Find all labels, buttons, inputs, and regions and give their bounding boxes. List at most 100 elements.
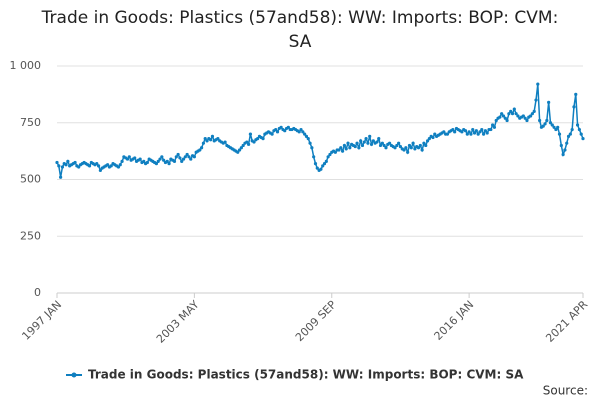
point xyxy=(73,160,77,165)
point xyxy=(498,115,502,119)
point xyxy=(413,147,417,151)
point xyxy=(467,130,471,134)
point xyxy=(378,143,383,148)
point xyxy=(319,167,323,171)
point xyxy=(200,146,204,150)
point xyxy=(431,135,435,140)
point xyxy=(162,158,166,162)
point xyxy=(556,125,560,129)
point xyxy=(402,148,406,152)
x-tick-label: 2021 APR xyxy=(543,298,590,345)
point xyxy=(489,127,493,132)
point xyxy=(66,159,70,163)
point xyxy=(465,132,469,136)
point xyxy=(505,118,509,123)
point xyxy=(340,149,345,153)
point xyxy=(344,147,348,151)
point xyxy=(445,132,450,136)
point xyxy=(185,152,189,157)
point xyxy=(570,127,574,132)
point xyxy=(116,165,121,169)
point xyxy=(158,157,162,161)
point xyxy=(304,134,309,138)
point xyxy=(369,142,374,146)
chart-title: Trade in Goods: Plastics (57and58): WW: … xyxy=(41,8,559,52)
point xyxy=(247,142,251,146)
point xyxy=(339,146,343,150)
x-tick-label: 2003 MAY xyxy=(154,298,202,346)
point xyxy=(355,141,359,145)
point xyxy=(274,127,278,132)
point xyxy=(192,155,196,159)
point xyxy=(510,112,515,116)
point xyxy=(270,132,274,136)
point xyxy=(442,130,446,134)
point xyxy=(453,130,457,134)
point xyxy=(478,130,482,134)
point xyxy=(357,146,361,150)
point xyxy=(118,163,122,167)
point xyxy=(521,114,525,118)
point xyxy=(416,146,421,150)
point xyxy=(145,160,149,165)
point xyxy=(223,140,227,144)
point xyxy=(216,137,220,141)
point xyxy=(172,159,177,163)
legend-label: Trade in Goods: Plastics (57and58): WW: … xyxy=(88,368,524,382)
point xyxy=(187,155,191,159)
point xyxy=(201,141,206,145)
point xyxy=(557,132,562,136)
y-tick-label: 1 000 xyxy=(10,59,42,72)
point xyxy=(183,155,187,159)
point xyxy=(460,130,464,134)
point xyxy=(563,148,567,152)
point xyxy=(237,148,242,152)
source: Source: xyxy=(543,384,588,398)
y-tick-label: 250 xyxy=(20,229,41,242)
point xyxy=(380,141,384,145)
point xyxy=(283,129,287,133)
point xyxy=(530,112,534,116)
point xyxy=(404,146,408,150)
point xyxy=(353,144,357,149)
point xyxy=(359,139,363,143)
point xyxy=(507,112,511,116)
point xyxy=(252,140,256,144)
point xyxy=(57,164,61,168)
point xyxy=(312,155,316,159)
x-tick-label: 2016 JAN xyxy=(432,298,477,343)
point xyxy=(203,137,207,141)
point xyxy=(371,139,375,143)
point xyxy=(133,156,137,160)
point xyxy=(509,109,513,113)
point xyxy=(348,146,352,150)
point xyxy=(142,159,146,163)
point xyxy=(481,132,486,136)
point xyxy=(205,139,209,143)
point xyxy=(427,137,431,141)
point xyxy=(303,132,307,136)
point xyxy=(565,141,569,145)
point xyxy=(299,127,303,132)
y-tick-label: 0 xyxy=(34,286,41,299)
point xyxy=(174,155,178,159)
point xyxy=(451,127,455,132)
point xyxy=(106,163,110,167)
point xyxy=(387,141,392,145)
point xyxy=(534,98,538,102)
point xyxy=(297,130,301,134)
point xyxy=(160,155,164,159)
point xyxy=(321,164,325,168)
point xyxy=(476,132,480,136)
point xyxy=(368,134,372,138)
point xyxy=(483,129,487,133)
point xyxy=(406,150,410,154)
point xyxy=(95,162,99,166)
point xyxy=(154,162,159,166)
point xyxy=(393,146,397,150)
point xyxy=(382,143,386,148)
point xyxy=(572,105,576,109)
point xyxy=(377,137,381,141)
point xyxy=(301,130,305,134)
